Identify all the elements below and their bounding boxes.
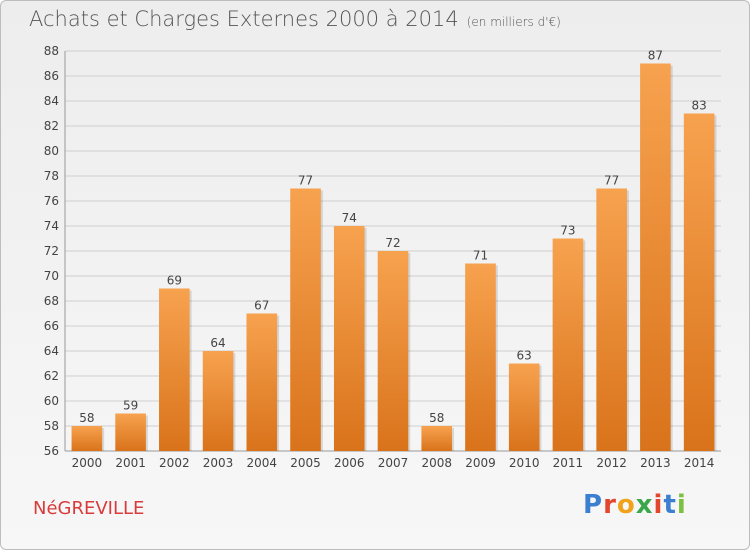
axis-layer: 56 58 60 62 64 66 68 70 72 74 76 78 80 82 84 86 88 2000 20… [44, 44, 721, 470]
bar-2001 [115, 413, 146, 451]
x-tick-label-2014: 2014 [684, 456, 715, 470]
data-label-2003: 64 [210, 336, 225, 350]
y-tick-label: 86 [44, 69, 59, 83]
bar-2013 [640, 63, 671, 451]
x-tick-label-2001: 2001 [115, 456, 146, 470]
x-tick-label-2009: 2009 [465, 456, 496, 470]
y-tick-label: 72 [44, 244, 59, 258]
y-tick-label: 70 [44, 269, 59, 283]
data-label-2013: 87 [648, 49, 663, 63]
y-tick-label: 84 [44, 94, 59, 108]
chart-title: Achats et Charges Externes 2000 à 2014 (e… [29, 7, 561, 31]
chart-subtitle: (en milliers d'€) [466, 15, 561, 29]
x-tick-label-2007: 2007 [378, 456, 409, 470]
bar-2008 [421, 426, 453, 451]
y-tick-label: 76 [44, 194, 59, 208]
y-tick-label: 66 [44, 319, 59, 333]
x-tick-label-2008: 2008 [421, 456, 452, 470]
x-tick-label-2006: 2006 [334, 456, 365, 470]
y-tick-label: 68 [44, 294, 59, 308]
bar-2011 [552, 238, 584, 451]
y-tick-label: 64 [44, 344, 59, 358]
proxiti-logo: Proxiti [583, 490, 687, 520]
data-label-2002: 69 [167, 274, 182, 288]
x-tick-label-2011: 2011 [553, 456, 584, 470]
data-label-2001: 59 [123, 399, 138, 413]
bar-2002 [159, 288, 190, 451]
y-tick-label: 62 [44, 369, 59, 383]
data-label-2012: 77 [604, 174, 619, 188]
y-tick-label: 78 [44, 169, 59, 183]
y-tick-label: 82 [44, 119, 59, 133]
data-label-2006: 74 [342, 211, 357, 225]
x-tick-label-2012: 2012 [596, 456, 627, 470]
y-tick-label: 56 [44, 444, 59, 458]
data-label-2011: 73 [560, 224, 575, 238]
x-tick-label-2000: 2000 [72, 456, 103, 470]
data-label-2010: 63 [517, 349, 532, 363]
x-tick-label-2013: 2013 [640, 456, 671, 470]
x-tick-label-2002: 2002 [159, 456, 190, 470]
x-tick-label-2003: 2003 [203, 456, 234, 470]
bar-2000 [71, 426, 103, 451]
bar-2014 [683, 113, 715, 451]
x-tick-label-2004: 2004 [247, 456, 278, 470]
bar-2007 [377, 251, 409, 451]
bar-2006 [333, 226, 365, 451]
bar-2009 [465, 263, 496, 451]
data-label-2007: 72 [385, 236, 400, 250]
bar-layer [71, 63, 717, 451]
bar-2005 [290, 188, 321, 451]
data-label-2009: 71 [473, 249, 488, 263]
bar-2003 [202, 351, 234, 451]
label-layer: 58 59 69 64 67 77 74 72 58 71 63 73 77 87 83 [79, 49, 707, 426]
data-label-2000: 58 [79, 411, 94, 425]
y-tick-label: 80 [44, 144, 59, 158]
data-label-2005: 77 [298, 174, 313, 188]
bar-2012 [596, 188, 627, 451]
bar-2004 [246, 313, 278, 451]
bar-2010 [508, 363, 540, 451]
x-tick-label-2005: 2005 [290, 456, 321, 470]
commune-name: NéGREVILLE [33, 498, 145, 519]
data-label-2014: 83 [691, 99, 706, 113]
chart-title-text: Achats et Charges Externes 2000 à 2014 [29, 7, 459, 31]
data-label-2008: 58 [429, 411, 444, 425]
y-tick-label: 60 [44, 394, 59, 408]
x-tick-label-2010: 2010 [509, 456, 540, 470]
y-tick-label: 74 [44, 219, 59, 233]
y-tick-label: 58 [44, 419, 59, 433]
data-label-2004: 67 [254, 299, 269, 313]
y-tick-label: 88 [44, 44, 59, 58]
